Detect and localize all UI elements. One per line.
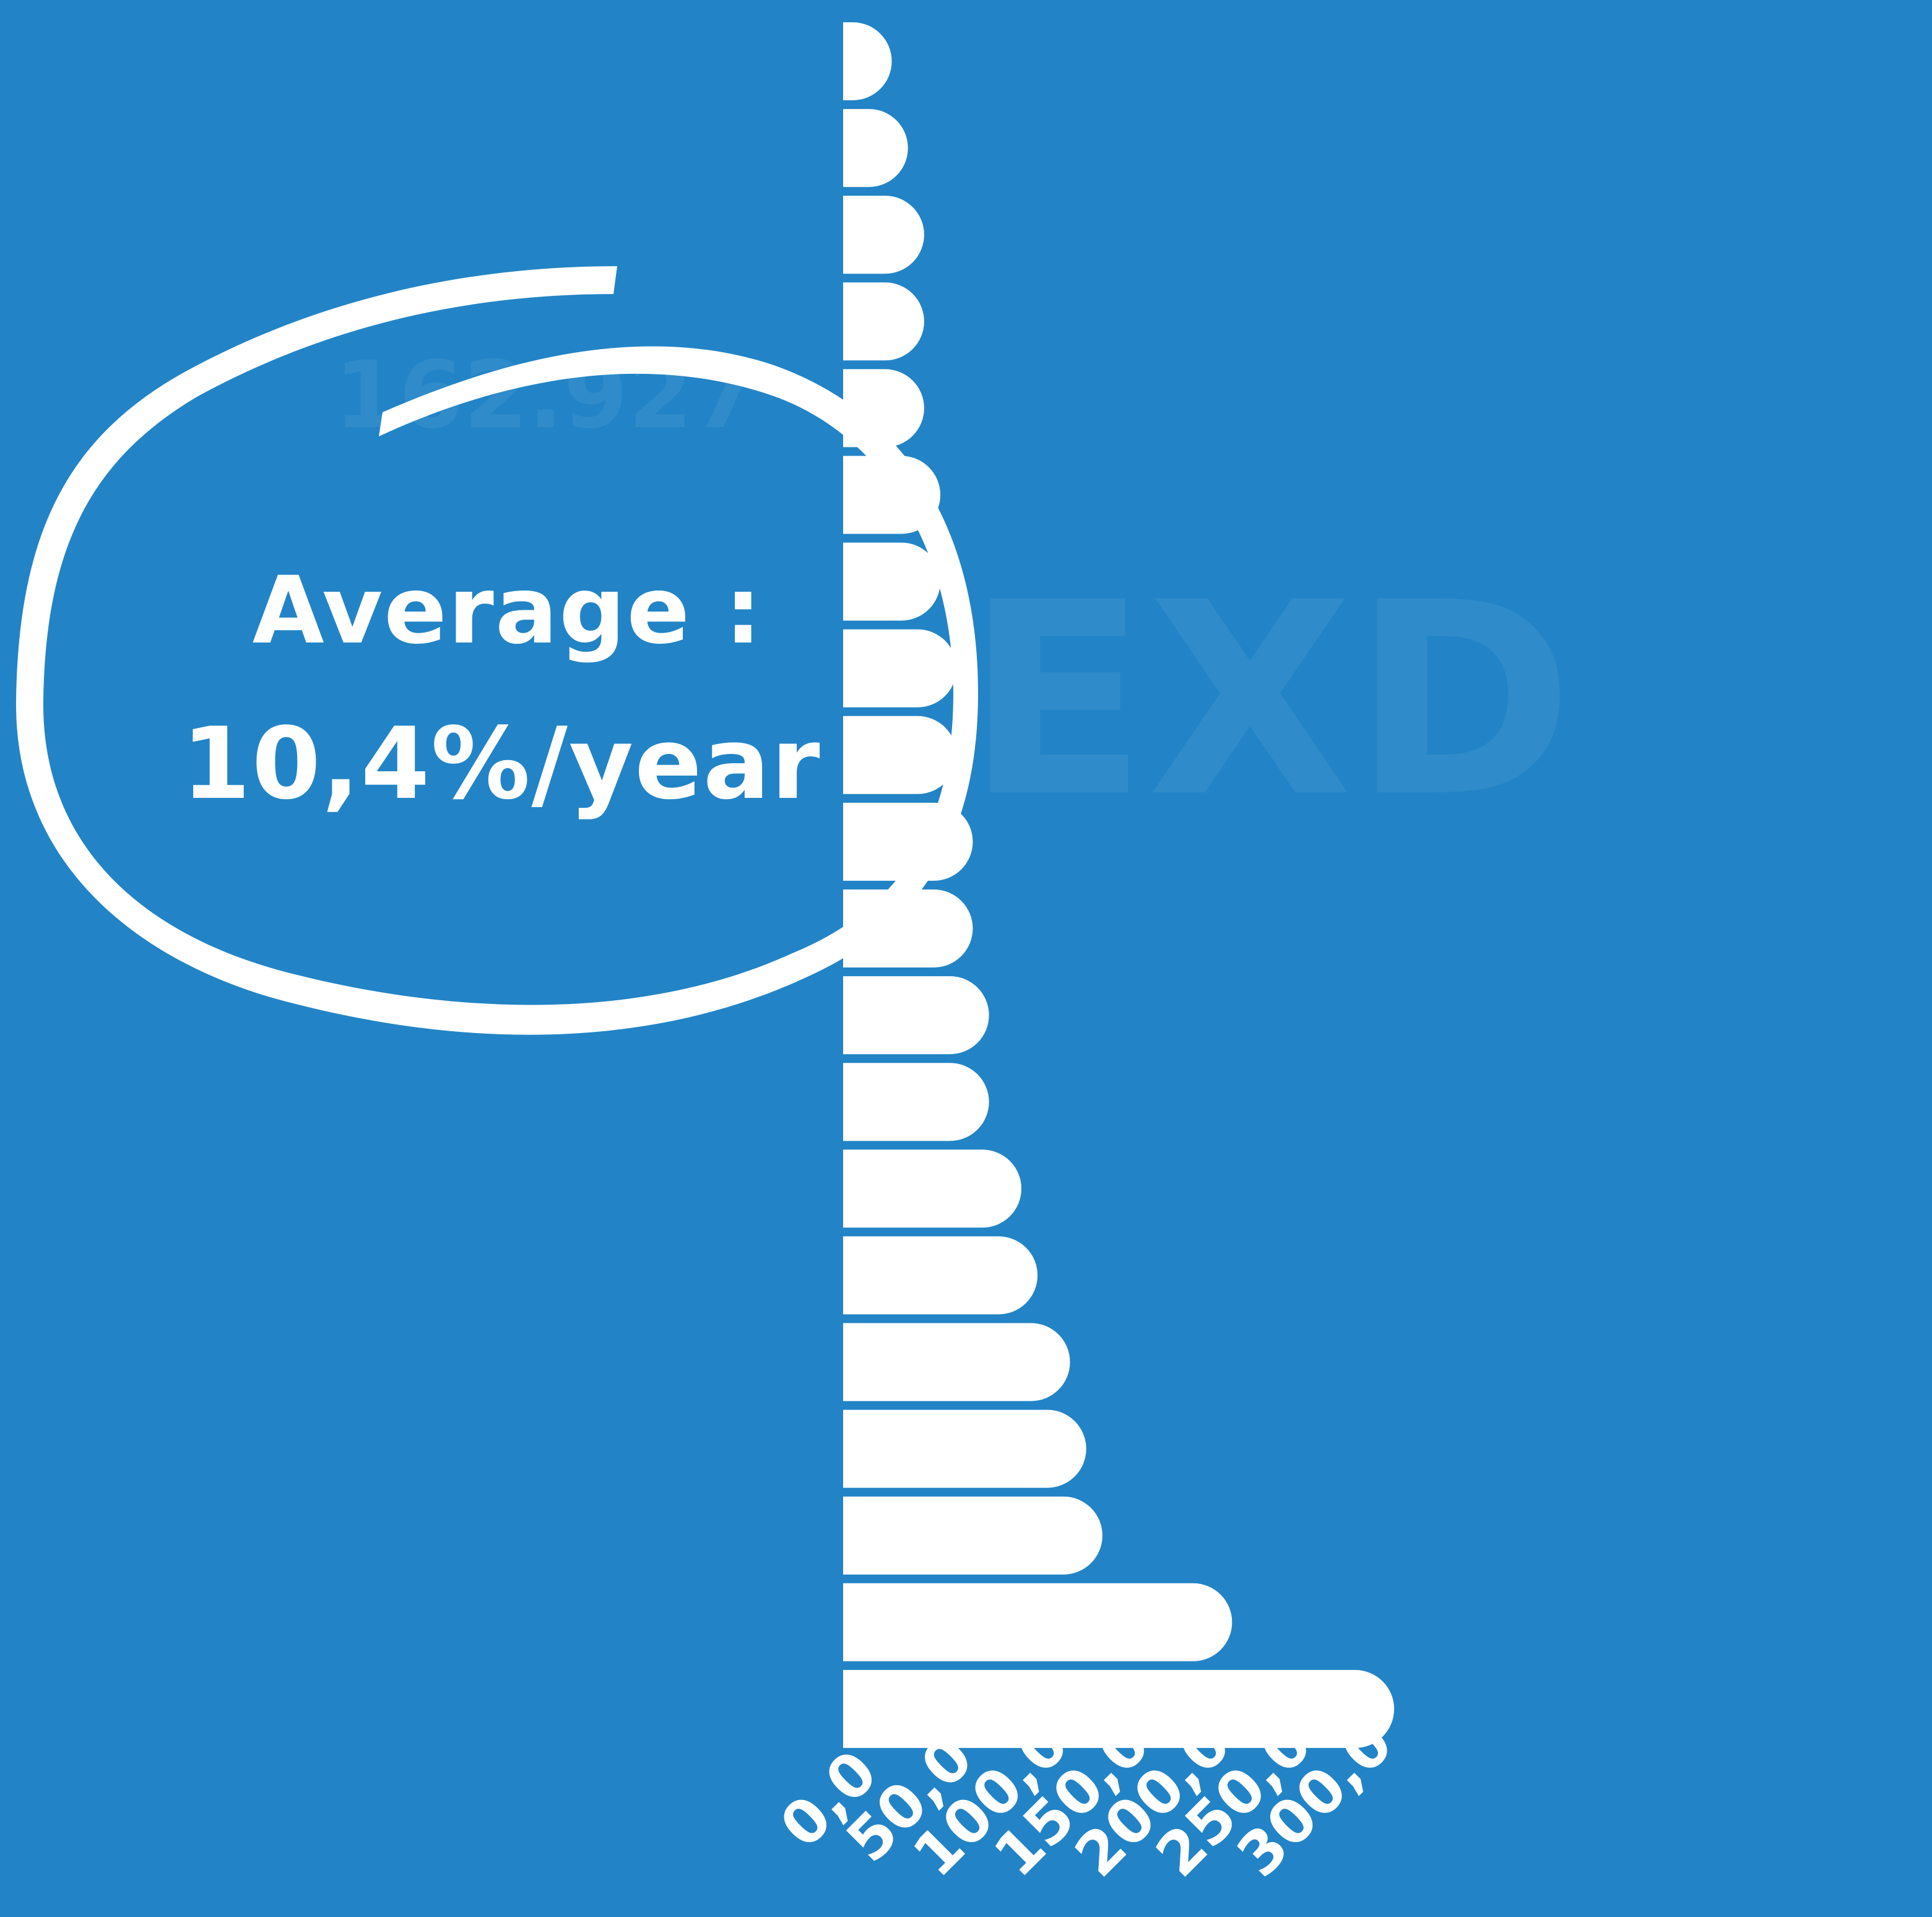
bar-8 (843, 629, 957, 708)
bar-13 (843, 1063, 989, 1141)
bar-4 (843, 282, 924, 361)
bar-18 (843, 1496, 1102, 1575)
bar-3 (843, 196, 924, 274)
bar-20 (843, 1669, 1395, 1748)
bar-17 (843, 1409, 1086, 1488)
bar-19 (843, 1583, 1232, 1661)
average-value: 10,4%/year (181, 706, 821, 821)
bar-7 (843, 542, 941, 621)
bar-15 (843, 1236, 1038, 1315)
average-label: Average : (252, 557, 763, 665)
bar-1 (843, 22, 892, 100)
bar-12 (843, 976, 989, 1055)
bar-14 (843, 1149, 1021, 1228)
watermark-logo: EXD (966, 546, 1574, 855)
bars-group (843, 22, 1395, 1748)
bar-9 (843, 716, 957, 794)
bar-2 (843, 109, 908, 188)
bar-16 (843, 1323, 1070, 1401)
